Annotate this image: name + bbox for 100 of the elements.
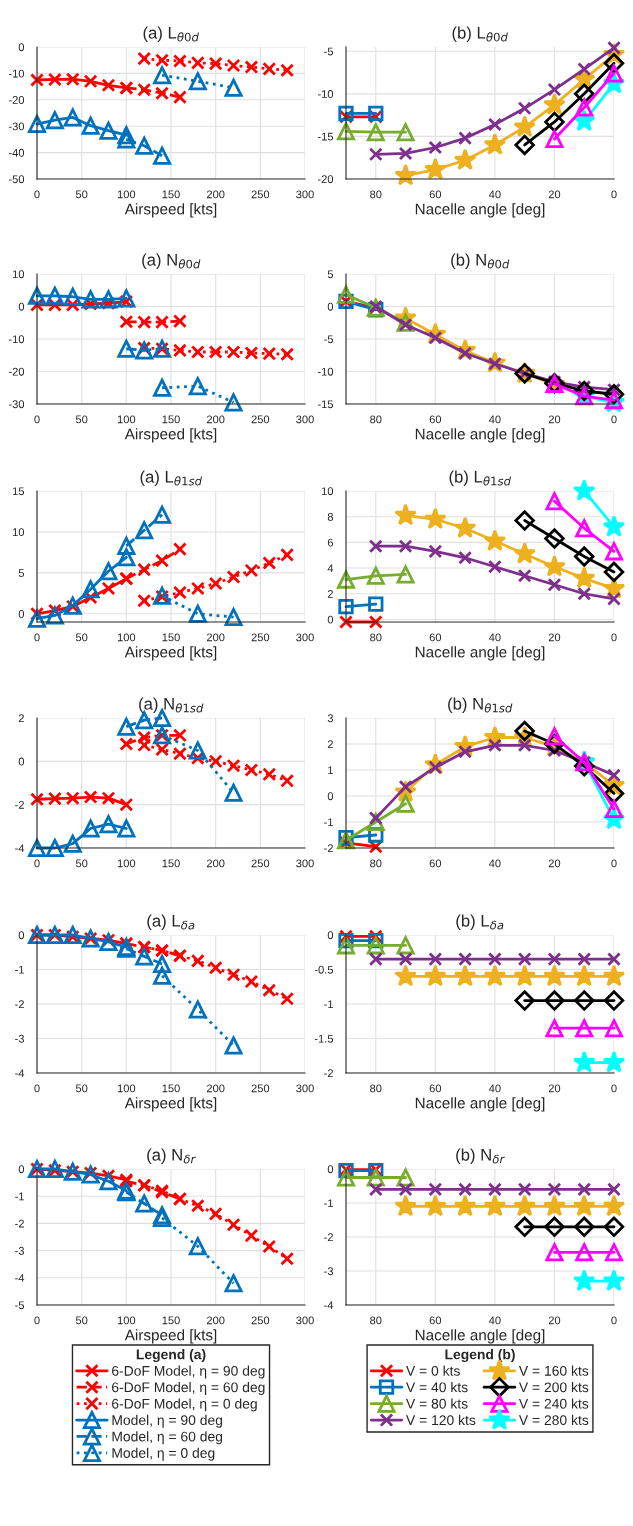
legend-label: V = 160 kts [518, 1365, 589, 1376]
y-tick-label: -1 [15, 1192, 24, 1201]
y-tick-label: -2 [324, 1233, 333, 1242]
y-tick-label: -3 [15, 1034, 25, 1043]
y-tick-label: -30 [8, 122, 25, 131]
x-tick-label: 20 [548, 415, 561, 424]
y-tick-label: 4 [327, 564, 334, 573]
x-tick-label: 20 [548, 190, 561, 199]
y-tick-label: -2 [15, 1000, 24, 1009]
x-tick-label: 150 [162, 415, 180, 424]
legend-title: Legend (a) [136, 1349, 206, 1363]
y-tick-label: -15 [317, 132, 334, 141]
x-tick-label: 100 [117, 415, 136, 424]
x-tick-label: 80 [370, 415, 382, 424]
y-tick-label: -1 [15, 965, 24, 974]
legend-label: 6-DoF Model, η = 90 deg [112, 1365, 265, 1379]
x-tick-label: 0 [611, 1316, 617, 1325]
chart-title: (a) L$_{θ1sd}$ [140, 470, 203, 487]
x-tick-label: 200 [206, 415, 225, 424]
legend-label: Model, η = 60 deg [112, 1431, 223, 1445]
legend-label: 6-DoF Model, η = 0 deg [112, 1398, 257, 1412]
y-tick-label: -30 [8, 400, 25, 409]
x-axis-title: Nacelle angle [deg] [415, 1097, 545, 1112]
y-tick-label: -2 [324, 1069, 333, 1078]
legend-label: V = 0 kts [406, 1365, 460, 1376]
y-tick-label: 8 [327, 512, 334, 521]
y-tick-label: -3 [15, 1246, 25, 1255]
y-tick-label: -2 [324, 844, 333, 853]
x-tick-label: 200 [206, 633, 225, 642]
y-tick-label: -2 [15, 1219, 24, 1228]
x-tick-label: 60 [429, 415, 442, 424]
x-tick-label: 250 [251, 190, 270, 199]
x-tick-label: 0 [34, 1084, 40, 1093]
chart-title: (a) N$_{δr}$ [147, 1148, 196, 1165]
y-tick-label: -5 [324, 47, 334, 56]
y-tick-label: 1 [328, 766, 333, 775]
x-tick-label: 300 [296, 633, 314, 642]
x-tick-label: 20 [548, 859, 561, 868]
y-tick-label: -5 [324, 335, 334, 344]
x-tick-label: 60 [429, 859, 442, 868]
y-tick-label: -40 [8, 148, 25, 157]
x-tick-label: 50 [75, 415, 88, 424]
y-tick-label: 15 [12, 487, 25, 496]
x-tick-label: 100 [117, 1316, 136, 1325]
x-tick-label: 300 [296, 190, 314, 199]
legend-label: V = 240 kts [518, 1398, 589, 1409]
chart-title: (b) N$_{θ1sd}$ [448, 697, 513, 714]
chart-title: (a) L$_{δa}$ [147, 914, 195, 931]
y-tick-label: 10 [12, 528, 25, 537]
y-tick-label: 0 [18, 757, 25, 766]
y-tick-label: 2 [18, 714, 24, 723]
x-tick-label: 300 [296, 1084, 314, 1093]
x-tick-label: 80 [370, 859, 382, 868]
x-axis-title: Airspeed [kts] [124, 646, 217, 661]
x-tick-label: 250 [251, 415, 270, 424]
x-axis-title: Airspeed [kts] [124, 1097, 217, 1112]
legend-label: Model, η = 90 deg [112, 1414, 223, 1428]
legend-label: V = 40 kts [406, 1382, 468, 1393]
y-tick-label: -1 [324, 1199, 333, 1208]
x-axis-title: Nacelle angle [deg] [415, 428, 545, 443]
legend-label: Model, η = 0 deg [112, 1447, 215, 1461]
chart-title: (b) L$_{θ1sd}$ [449, 470, 512, 487]
x-tick-label: 150 [162, 1084, 180, 1093]
x-tick-label: 200 [206, 190, 225, 199]
x-tick-label: 50 [75, 859, 88, 868]
x-tick-label: 150 [162, 1316, 180, 1325]
x-tick-label: 40 [488, 859, 501, 868]
x-tick-label: 0 [34, 415, 40, 424]
x-tick-label: 50 [75, 1316, 88, 1325]
y-tick-label: -4 [15, 844, 25, 853]
x-tick-label: 40 [488, 1084, 501, 1093]
x-tick-label: 150 [162, 859, 180, 868]
y-tick-label: -4 [324, 1301, 334, 1310]
chart-title: (a) N$_{θ0d}$ [142, 253, 201, 270]
y-tick-label: 5 [18, 569, 25, 578]
x-tick-label: 0 [34, 633, 40, 642]
y-tick-label: 6 [327, 538, 334, 547]
y-tick-label: -20 [8, 367, 25, 376]
x-tick-label: 150 [162, 633, 180, 642]
x-tick-label: 0 [34, 859, 40, 868]
y-tick-label: -50 [8, 175, 25, 184]
y-tick-label: -15 [317, 400, 334, 409]
y-tick-label: -5 [15, 1301, 25, 1310]
x-tick-label: 0 [611, 190, 617, 199]
y-tick-label: -10 [317, 367, 334, 376]
x-tick-label: 40 [488, 190, 501, 199]
y-tick-label: -1 [324, 818, 333, 827]
x-tick-label: 80 [370, 1084, 382, 1093]
chart-title: (a) N$_{θ1sd}$ [139, 697, 204, 714]
y-tick-label: 0 [18, 43, 25, 52]
x-tick-label: 60 [429, 1316, 442, 1325]
x-tick-label: 60 [429, 1084, 442, 1093]
x-tick-label: 0 [611, 859, 617, 868]
y-tick-label: -4 [15, 1069, 25, 1078]
x-tick-label: 100 [117, 1084, 136, 1093]
x-axis-title: Nacelle angle [deg] [415, 203, 545, 218]
y-tick-label: 0 [18, 302, 25, 311]
chart-title: (b) L$_{θ0d}$ [452, 26, 508, 43]
x-tick-label: 0 [34, 1316, 40, 1325]
y-tick-label: 2 [327, 590, 333, 598]
